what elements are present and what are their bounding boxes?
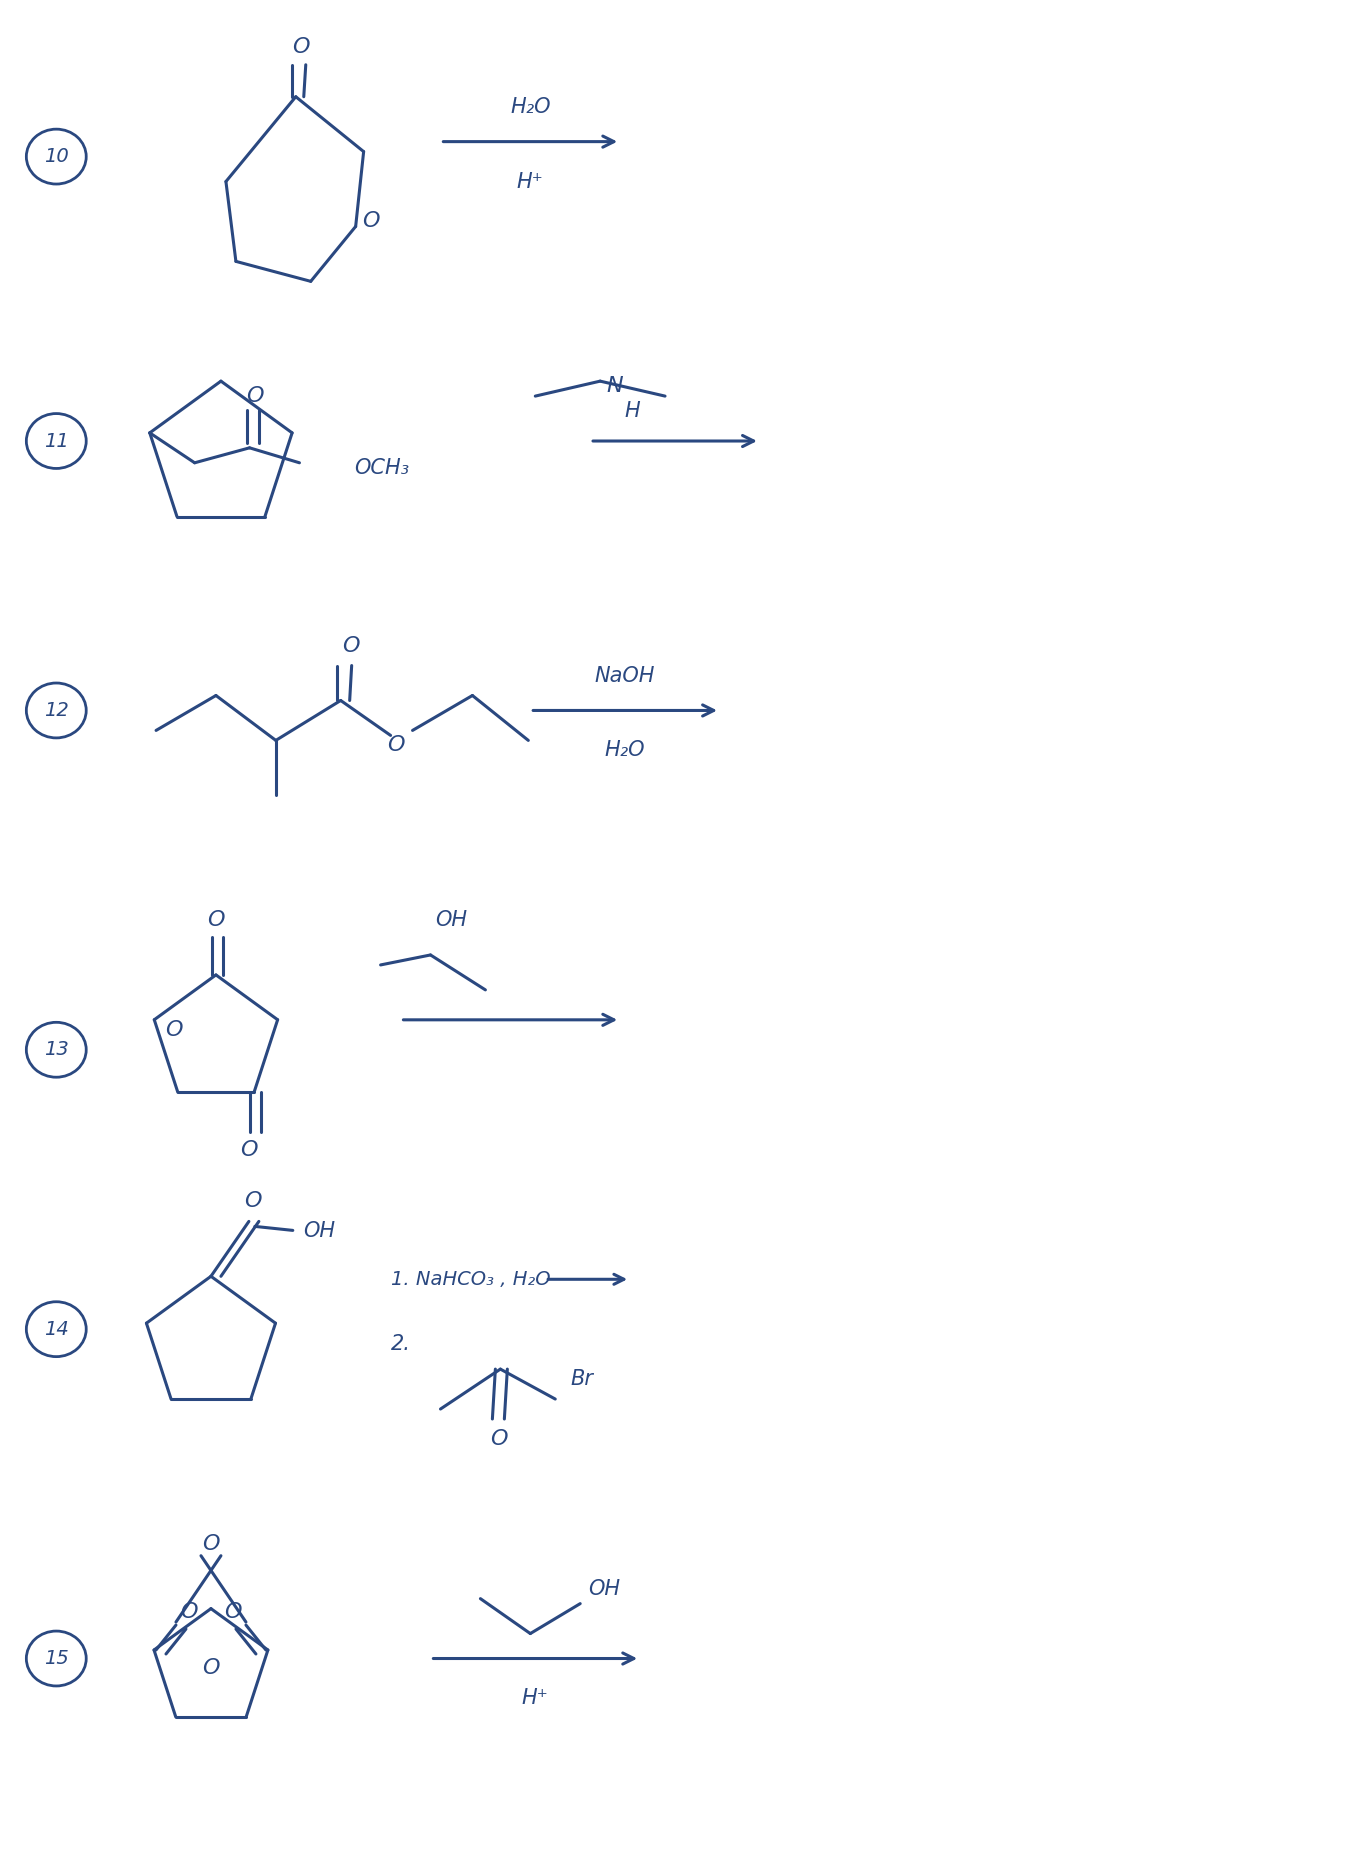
Text: 15: 15 [43,1649,69,1668]
Text: 1. NaHCO₃ , H₂O: 1. NaHCO₃ , H₂O [391,1270,551,1289]
Text: H⁺: H⁺ [517,172,544,192]
Text: O: O [245,387,263,405]
Text: N: N [607,375,624,396]
Text: O: O [224,1603,241,1621]
Text: O: O [244,1192,262,1212]
Text: 12: 12 [43,700,69,719]
Text: H: H [624,402,640,420]
Text: O: O [292,37,309,56]
Text: 11: 11 [43,432,69,450]
Text: O: O [362,211,380,232]
Text: H₂O: H₂O [510,97,551,116]
Text: H₂O: H₂O [605,740,645,760]
Text: O: O [180,1603,198,1621]
Text: O: O [490,1429,507,1450]
Text: O: O [240,1139,258,1160]
Text: OCH₃: OCH₃ [354,458,410,478]
Text: 10: 10 [43,148,69,166]
Text: O: O [207,910,225,930]
Text: O: O [342,635,359,656]
Text: NaOH: NaOH [595,665,655,686]
Text: 14: 14 [43,1319,69,1339]
Text: OH: OH [435,910,468,930]
Text: 13: 13 [43,1040,69,1059]
Text: H⁺: H⁺ [522,1689,549,1709]
Text: Br: Br [571,1369,593,1390]
Text: OH: OH [302,1222,335,1242]
Text: O: O [202,1659,220,1679]
Text: OH: OH [589,1578,620,1599]
Text: O: O [165,1020,183,1040]
Text: O: O [386,736,404,755]
Text: 2.: 2. [391,1334,411,1354]
Text: O: O [202,1534,220,1554]
